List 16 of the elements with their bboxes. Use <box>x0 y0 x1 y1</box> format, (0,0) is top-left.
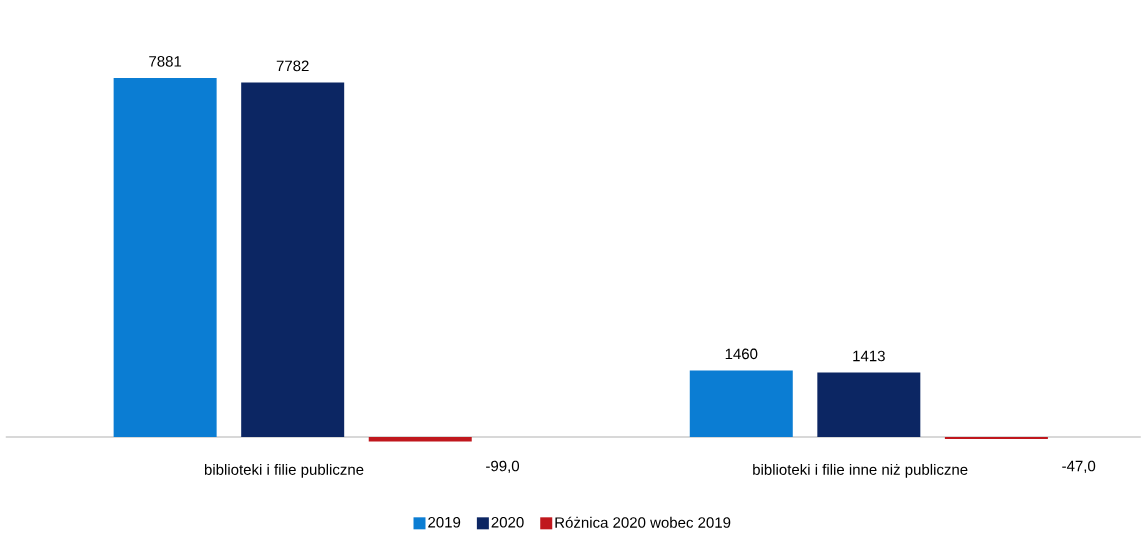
data-label: -47,0 <box>1062 460 1096 474</box>
data-label: -99,0 <box>486 460 520 474</box>
data-label: 1460 <box>725 348 758 360</box>
x-tick-label: biblioteki i filie inne niż publiczne <box>753 463 968 478</box>
data-label: 7782 <box>276 60 309 72</box>
data-label: 7881 <box>149 56 182 67</box>
bar <box>241 82 345 437</box>
data-label: 1413 <box>853 350 885 362</box>
legend-label: 2019 <box>428 516 461 528</box>
x-tick-label: biblioteki i filie publiczne <box>204 463 364 478</box>
bar <box>113 77 217 437</box>
bar <box>944 436 1048 440</box>
legend-label: Różnica 2020 wobec 2019 <box>555 516 731 528</box>
bar <box>817 372 921 437</box>
legend-label: 2020 <box>491 516 524 528</box>
bar <box>689 370 793 437</box>
